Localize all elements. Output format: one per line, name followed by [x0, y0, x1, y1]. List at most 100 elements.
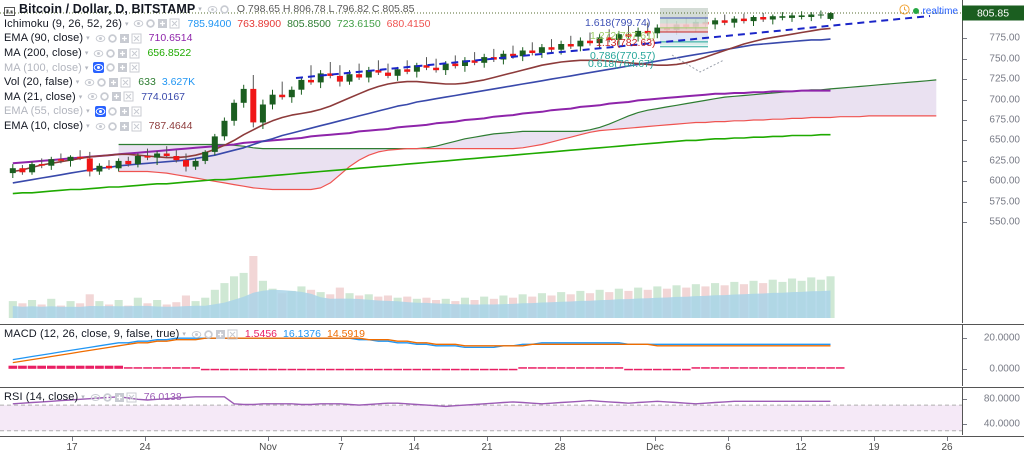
indicator-name[interactable]: MACD (12, 26, close, 9, false, true) — [4, 328, 180, 341]
close-icon[interactable] — [169, 18, 180, 29]
time-tick-mark — [560, 437, 561, 441]
eye-icon[interactable] — [191, 329, 202, 340]
indicator-name[interactable]: MA (200, close) — [4, 47, 82, 60]
axis-tick-mark — [963, 120, 967, 121]
eye-icon[interactable] — [93, 62, 105, 74]
macd-plot-area[interactable] — [0, 325, 962, 386]
fib-band — [660, 23, 708, 28]
close-icon[interactable] — [129, 62, 140, 73]
indicator-name[interactable]: MA (100, close) — [4, 61, 82, 74]
candle-body — [442, 63, 449, 71]
gear-icon[interactable] — [102, 392, 113, 403]
plus-icon[interactable] — [119, 106, 130, 117]
indicator-name[interactable]: RSI (14, close) — [4, 391, 79, 404]
candle-body — [596, 37, 603, 44]
gear-icon[interactable] — [203, 329, 214, 340]
chevron-down-icon[interactable]: ▾ — [86, 123, 90, 131]
close-icon[interactable] — [131, 106, 142, 117]
gear-icon[interactable] — [99, 91, 110, 102]
gear-icon[interactable] — [107, 121, 118, 132]
close-icon[interactable] — [129, 48, 140, 59]
gear-icon[interactable] — [219, 4, 230, 15]
close-icon[interactable] — [227, 329, 238, 340]
eye-icon[interactable] — [90, 392, 101, 403]
chevron-down-icon[interactable]: ▾ — [124, 20, 129, 28]
candle-body — [86, 158, 93, 172]
plus-icon[interactable] — [108, 77, 119, 88]
close-icon[interactable] — [131, 121, 142, 132]
close-icon[interactable] — [120, 77, 131, 88]
indicator-value: 787.4644 — [148, 120, 193, 133]
gear-icon[interactable] — [145, 18, 156, 29]
indicator-name[interactable]: Vol (20, false) — [4, 76, 73, 89]
indicator-name[interactable]: EMA (55, close) — [4, 105, 84, 118]
gear-icon[interactable] — [105, 62, 116, 73]
axis-tick-mark — [963, 201, 967, 203]
price-plot-area[interactable] — [0, 0, 962, 323]
eye-icon[interactable] — [87, 91, 98, 102]
indicator-value: 16.1376 — [283, 328, 321, 341]
ohlc-text: O 798.65 H 806.78 L 796.82 C 805.85 — [236, 3, 415, 16]
axis-tick-mark — [963, 424, 967, 426]
clock-icon[interactable] — [899, 2, 910, 20]
chevron-down-icon[interactable]: ▾ — [78, 93, 83, 101]
macd-histogram-bar — [816, 367, 826, 369]
plus-icon[interactable] — [117, 62, 128, 73]
page-title[interactable]: Bitcoin / Dollar, D, BITSTAMP — [19, 2, 196, 17]
gear-icon[interactable] — [105, 48, 116, 59]
indicator-name[interactable]: EMA (10, close) — [4, 120, 84, 133]
axis-tick-mark — [963, 58, 967, 60]
indicator-icon-group — [94, 105, 142, 117]
candle-body — [798, 15, 805, 17]
eye-icon[interactable] — [207, 4, 218, 15]
macd-histogram-bar — [441, 368, 451, 371]
eye-icon[interactable] — [93, 48, 104, 59]
candle-body — [452, 63, 459, 67]
gear-icon[interactable] — [107, 106, 118, 117]
eye-icon[interactable] — [95, 121, 106, 132]
indicator-name[interactable]: EMA (90, close) — [4, 32, 84, 45]
plus-icon[interactable] — [114, 392, 125, 403]
macd-axis[interactable]: 0.0000 20.0000 — [962, 325, 1024, 386]
macd-histogram-bar — [460, 368, 470, 371]
time-axis[interactable]: 17 24 Nov 7 14 21 28 Dec 6 12 19 26 — [0, 436, 1024, 456]
eye-icon[interactable] — [133, 18, 144, 29]
plus-icon[interactable] — [111, 91, 122, 102]
macd-histogram-bar — [162, 367, 172, 369]
chevron-down-icon[interactable]: ▾ — [75, 79, 80, 87]
close-icon[interactable] — [126, 392, 137, 403]
chevron-down-icon[interactable]: ▾ — [84, 64, 89, 72]
eye-icon[interactable] — [84, 77, 95, 88]
macd-histogram-bar — [479, 368, 489, 371]
close-icon[interactable] — [131, 33, 142, 44]
plus-icon[interactable] — [119, 33, 130, 44]
plus-icon[interactable] — [215, 329, 226, 340]
rsi-plot-area[interactable] — [0, 388, 962, 435]
macd-histogram-bar — [47, 365, 56, 369]
indicator-name[interactable]: Ichimoku (9, 26, 52, 26) — [4, 17, 122, 30]
plus-icon[interactable] — [119, 121, 130, 132]
time-tick-mark — [487, 437, 488, 441]
chevron-down-icon[interactable]: ▾ — [86, 35, 90, 43]
chevron-down-icon[interactable]: ▾ — [81, 394, 85, 402]
candle-body — [67, 156, 74, 161]
plus-icon[interactable] — [117, 48, 128, 59]
legend-row-5: MA (21, close) ▾ 774.0167 — [4, 90, 430, 105]
eye-icon[interactable] — [94, 105, 106, 117]
chevron-down-icon[interactable]: ▾ — [198, 6, 202, 14]
chevron-down-icon[interactable]: ▾ — [182, 331, 186, 339]
eye-icon[interactable] — [95, 33, 106, 44]
gear-icon[interactable] — [96, 77, 107, 88]
candle-body — [269, 94, 276, 105]
indicator-name[interactable]: MA (21, close) — [4, 90, 76, 103]
price-axis[interactable]: 550.00 575.00 600.00 625.00 650.00 675.00 700.… — [962, 0, 1024, 323]
candle-body — [817, 14, 824, 16]
indicator-icon-group — [191, 329, 238, 340]
close-icon[interactable] — [123, 91, 134, 102]
plus-icon[interactable] — [157, 18, 168, 29]
rsi-axis[interactable]: 40.0000 80.0000 — [962, 388, 1024, 435]
chevron-down-icon[interactable]: ▾ — [84, 50, 89, 58]
gear-icon[interactable] — [107, 33, 118, 44]
macd-histogram-bar — [181, 367, 191, 369]
chevron-down-icon[interactable]: ▾ — [86, 108, 90, 116]
